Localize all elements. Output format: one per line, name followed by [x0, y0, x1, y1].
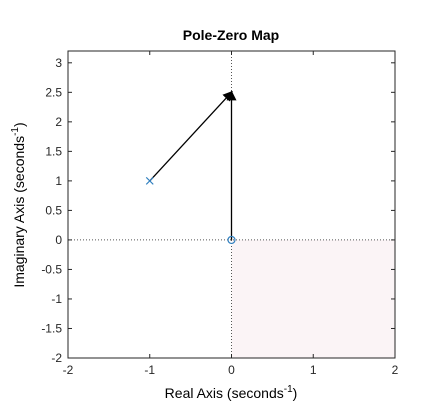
y-tick-label: 2 [55, 115, 62, 129]
arrows [149, 90, 237, 240]
y-axis-label-close: ) [11, 122, 27, 127]
y-tick-label: -1.5 [41, 321, 62, 335]
tick-labels: -2 -1 0 1 2 -2 -1.5 -1 -0.5 0 0.5 1 1.5 2 2.5 3 [41, 56, 398, 377]
y-tick-label: 0 [55, 233, 62, 247]
y-axis-label: Imaginary Axis (seconds-1) [10, 122, 27, 287]
y-axis-label-base: Imaginary Axis (seconds [11, 136, 27, 288]
y-tick-label: 3 [55, 56, 62, 70]
zero-marker [227, 235, 236, 245]
y-tick-label: 1.5 [45, 144, 62, 158]
x-axis-label-base: Real Axis (seconds [165, 385, 284, 401]
y-tick-label: 2.5 [45, 85, 62, 99]
y-tick-label: 1 [55, 174, 62, 188]
x-tick-label: 2 [392, 363, 399, 377]
x-tick-label: 1 [310, 363, 317, 377]
x-tick-label: 0 [228, 363, 235, 377]
pole-marker [145, 176, 154, 185]
x-tick-label: -1 [144, 363, 155, 377]
y-tick-label: -0.5 [41, 262, 62, 276]
y-tick-label: -2 [51, 351, 62, 365]
y-tick-label: -1 [51, 292, 62, 306]
arrow [149, 90, 233, 182]
plot-frame [67, 50, 396, 359]
x-axis-label: Real Axis (seconds-1) [165, 384, 298, 401]
markers [145, 176, 236, 245]
x-tick-label: -2 [63, 363, 74, 377]
chart-title: Pole-Zero Map [183, 27, 279, 43]
pole-marker-stroke [145, 176, 154, 185]
x-axis-label-close: ) [293, 385, 298, 401]
right-half-plane-shading [231, 239, 395, 358]
y-tick-label: 0.5 [45, 203, 62, 217]
y-axis-label-sup: -1 [10, 127, 21, 136]
x-axis-label-sup: -1 [284, 384, 293, 395]
